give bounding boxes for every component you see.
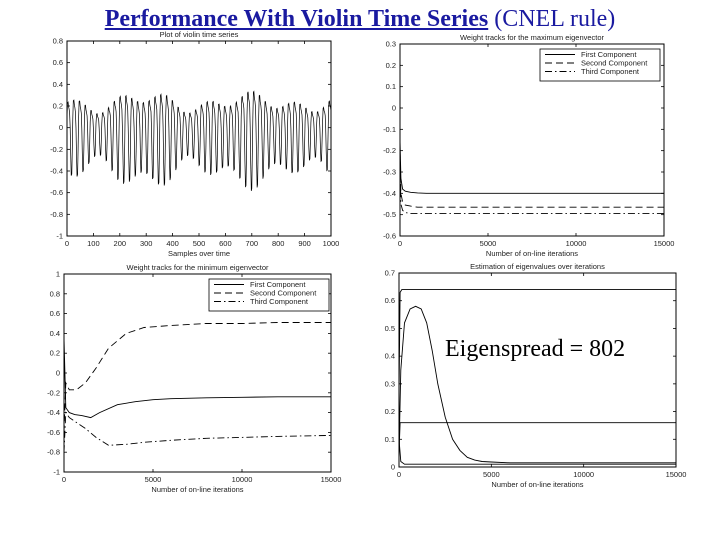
y-tick-label: 0.2 <box>53 102 63 111</box>
y-tick-label: 0.5 <box>385 324 395 333</box>
x-axis-label: Number of on-line iterations <box>151 485 243 494</box>
x-tick-label: 400 <box>166 239 179 248</box>
y-tick-label: 0.2 <box>386 61 396 70</box>
series-line-2 <box>64 322 331 433</box>
y-tick-label: 0.2 <box>50 349 60 358</box>
y-tick-label: 1 <box>56 270 60 279</box>
slide-title-rest: (CNEL rule) <box>488 6 616 32</box>
x-tick-label: 500 <box>193 239 206 248</box>
y-tick-label: 0 <box>392 104 396 113</box>
y-tick-label: -0.3 <box>383 168 396 177</box>
x-axis-label: Samples over time <box>168 249 230 258</box>
y-tick-label: 0.6 <box>50 309 60 318</box>
x-tick-label: 15000 <box>321 475 342 484</box>
legend-label: First Component <box>250 280 306 289</box>
chart-title: Weight tracks for the maximum eigenvecto… <box>460 33 605 42</box>
x-tick-label: 10000 <box>566 239 587 248</box>
series-line-3 <box>400 161 664 215</box>
y-tick-label: 0.8 <box>50 289 60 298</box>
y-tick-label: -0.2 <box>383 146 396 155</box>
y-tick-label: 0.7 <box>385 269 395 278</box>
x-tick-label: 200 <box>114 239 127 248</box>
x-tick-label: 5000 <box>480 239 497 248</box>
y-tick-label: 0.1 <box>385 435 395 444</box>
chart-title: Weight tracks for the minimum eigenvecto… <box>127 263 270 272</box>
y-tick-label: -0.4 <box>383 189 396 198</box>
x-tick-label: 5000 <box>483 470 500 479</box>
chart-3: Weight tracks for the minimum eigenvecto… <box>47 263 341 494</box>
x-tick-label: 10000 <box>232 475 253 484</box>
y-tick-label: -0.6 <box>47 428 60 437</box>
y-tick-label: -0.5 <box>383 210 396 219</box>
x-tick-label: 10000 <box>573 470 594 479</box>
y-tick-label: 0 <box>59 123 63 132</box>
y-tick-label: 0 <box>391 463 395 472</box>
chart-1: Plot of violin time series Samples over t… <box>50 30 339 258</box>
x-tick-label: 100 <box>87 239 100 248</box>
y-tick-label: -0.6 <box>383 232 396 241</box>
x-tick-label: 5000 <box>145 475 162 484</box>
y-tick-label: -0.8 <box>47 448 60 457</box>
y-tick-label: 0.3 <box>385 379 395 388</box>
y-tick-label: -0.8 <box>50 210 63 219</box>
x-tick-label: 700 <box>246 239 259 248</box>
series-line-violin <box>67 90 331 191</box>
x-tick-label: 0 <box>65 239 69 248</box>
x-tick-label: 0 <box>397 470 401 479</box>
y-tick-label: 0.2 <box>385 407 395 416</box>
y-tick-label: 0.4 <box>53 80 63 89</box>
legend-label: First Component <box>581 50 637 59</box>
y-tick-label: 0.6 <box>385 296 395 305</box>
y-tick-label: 0.4 <box>385 352 395 361</box>
legend-label: Second Component <box>581 59 648 68</box>
eigenspread-annotation: Eigenspread = 802 <box>445 336 626 362</box>
y-tick-label: -0.4 <box>47 408 60 417</box>
series-line-4 <box>399 439 676 465</box>
series-line-1 <box>64 338 331 419</box>
legend-label: Second Component <box>250 289 317 298</box>
series-line-2 <box>400 150 664 208</box>
x-tick-label: 15000 <box>654 239 675 248</box>
chart-title: Estimation of eigenvalues over iteration… <box>470 262 605 271</box>
y-tick-label: -0.6 <box>50 188 63 197</box>
chart-title: Plot of violin time series <box>160 30 239 39</box>
y-tick-label: 0.1 <box>386 82 396 91</box>
y-tick-label: -0.1 <box>383 125 396 134</box>
y-tick-label: -0.2 <box>47 388 60 397</box>
legend-label: Third Component <box>250 297 309 306</box>
x-tick-label: 0 <box>398 239 402 248</box>
y-tick-label: 0.3 <box>386 40 396 49</box>
x-axis-label: Number of on-line iterations <box>491 480 583 489</box>
y-tick-label: -1 <box>56 232 63 241</box>
x-tick-label: 600 <box>219 239 232 248</box>
x-tick-label: 900 <box>298 239 311 248</box>
series-line-3 <box>399 305 676 464</box>
y-tick-label: 0.8 <box>53 37 63 46</box>
y-tick-label: -0.2 <box>50 145 63 154</box>
y-tick-label: -0.4 <box>50 167 63 176</box>
chart-4: Estimation of eigenvalues over iteration… <box>385 262 687 489</box>
x-tick-label: 800 <box>272 239 285 248</box>
series-line-1 <box>399 289 676 398</box>
legend-label: Third Component <box>581 67 640 76</box>
series-line-1 <box>400 139 664 194</box>
y-tick-label: 0.4 <box>50 329 60 338</box>
series-line-2 <box>399 422 676 454</box>
y-tick-label: 0 <box>56 369 60 378</box>
chart-2: Weight tracks for the maximum eigenvecto… <box>383 33 674 258</box>
plot-frame <box>398 272 677 468</box>
series-line-3 <box>64 411 331 453</box>
x-tick-label: 1000 <box>323 239 340 248</box>
y-tick-label: 0.6 <box>53 58 63 67</box>
x-tick-label: 0 <box>62 475 66 484</box>
x-axis-label: Number of on-line iterations <box>486 249 578 258</box>
slide-title: Performance With Violin Time Series (CNE… <box>0 6 720 33</box>
y-tick-label: -1 <box>53 468 60 477</box>
x-tick-label: 15000 <box>666 470 687 479</box>
x-tick-label: 300 <box>140 239 153 248</box>
slide-title-bold: Performance With Violin Time Series <box>104 6 489 32</box>
